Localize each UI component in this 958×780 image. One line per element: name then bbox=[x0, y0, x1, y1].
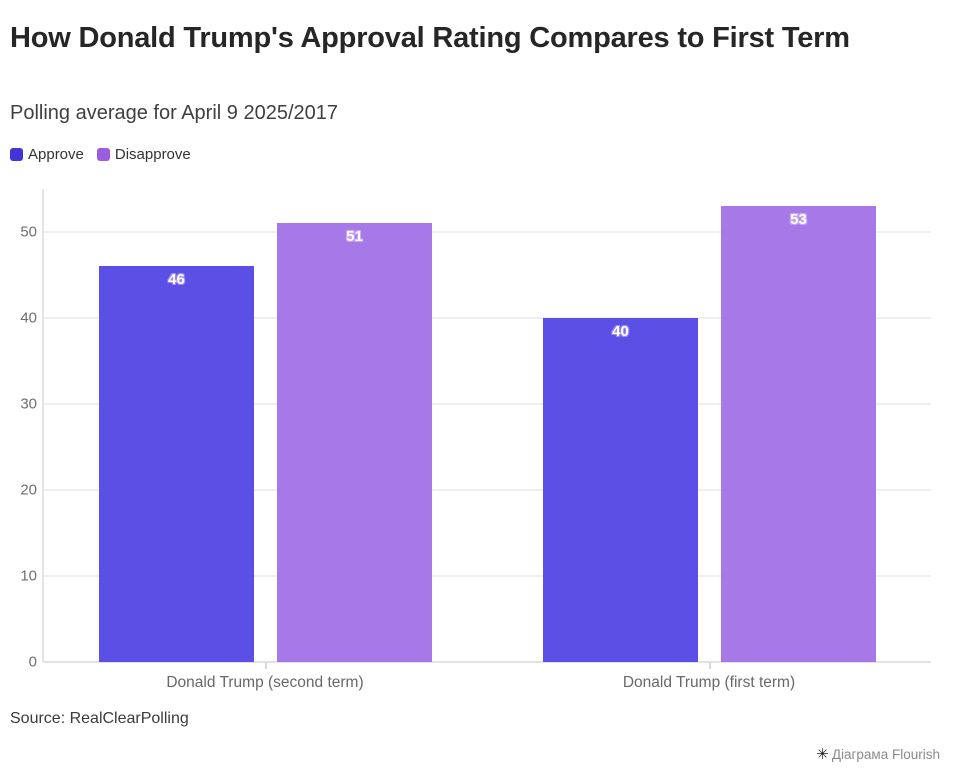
bar-value-label: 46 bbox=[168, 271, 185, 288]
y-axis-line bbox=[42, 189, 44, 662]
legend-item-disapprove[interactable]: Disapprove bbox=[96, 146, 191, 163]
legend-swatch-disapprove bbox=[96, 148, 110, 161]
x-axis-baseline bbox=[43, 661, 931, 663]
bar-approve-1[interactable]: 40 bbox=[543, 318, 698, 662]
gridline-20 bbox=[43, 489, 931, 491]
y-tick-label-0: 0 bbox=[28, 653, 37, 671]
flourish-logo-icon: ✳ bbox=[816, 746, 829, 763]
y-tick-label-10: 10 bbox=[20, 567, 37, 585]
gridline-50 bbox=[43, 231, 931, 233]
gridline-40 bbox=[43, 317, 931, 319]
gridline-10 bbox=[43, 575, 931, 577]
bar-value-label: 53 bbox=[790, 211, 807, 228]
gridline-30 bbox=[43, 403, 931, 405]
legend-label: Approve bbox=[28, 146, 84, 163]
category-label-1: Donald Trump (first term) bbox=[622, 674, 796, 691]
bar-disapprove-0[interactable]: 51 bbox=[277, 223, 432, 662]
chart-subtitle: Polling average for April 9 2025/2017 bbox=[10, 102, 339, 124]
flourish-attribution-label: Діаграма Flourish bbox=[831, 747, 940, 762]
bar-disapprove-1[interactable]: 53 bbox=[721, 206, 876, 662]
y-tick-label-30: 30 bbox=[20, 395, 37, 413]
y-tick-label-50: 50 bbox=[20, 223, 37, 241]
y-tick-label-20: 20 bbox=[20, 481, 37, 499]
flourish-attribution[interactable]: ✳ Діаграма Flourish bbox=[816, 747, 940, 762]
legend-item-approve[interactable]: Approve bbox=[10, 146, 84, 163]
legend-label: Disapprove bbox=[114, 146, 191, 163]
chart-title: How Donald Trump's Approval Rating Compa… bbox=[10, 22, 850, 54]
y-tick-label-40: 40 bbox=[20, 309, 37, 327]
legend-swatch-approve bbox=[10, 148, 23, 161]
bar-value-label: 51 bbox=[346, 228, 363, 245]
bar-value-label: 40 bbox=[612, 323, 629, 340]
legend: Approve Disapprove bbox=[10, 146, 191, 163]
bar-approve-0[interactable]: 46 bbox=[99, 266, 254, 662]
x-tick-0 bbox=[265, 663, 267, 669]
category-label-0: Donald Trump (second term) bbox=[166, 674, 364, 691]
source-note: Source: RealClearPolling bbox=[10, 710, 189, 727]
x-tick-1 bbox=[709, 663, 711, 669]
